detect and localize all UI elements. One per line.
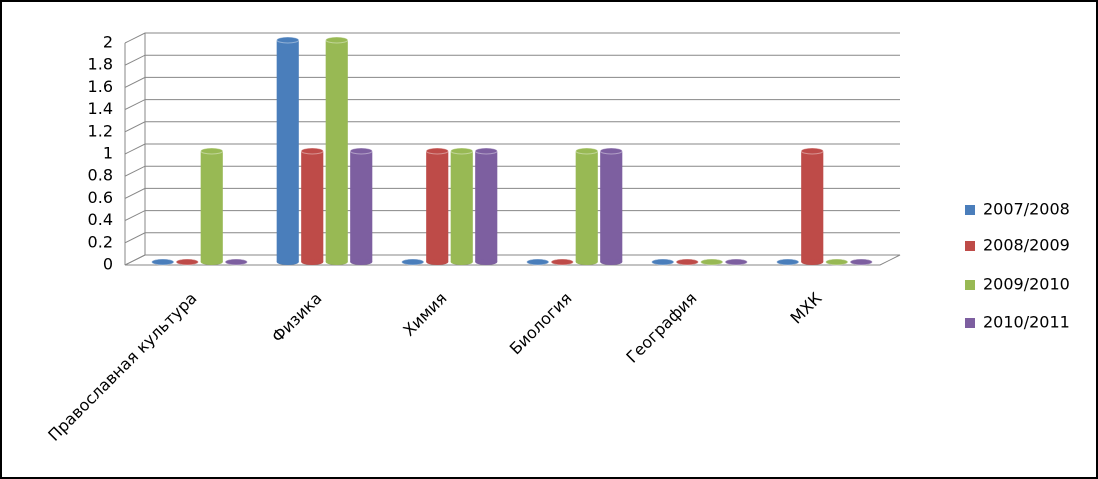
bar-group — [200, 147, 224, 265]
bar-top — [349, 147, 373, 155]
legend-label: 2008/2009 — [983, 236, 1070, 255]
floor — [124, 254, 901, 266]
bar-shade — [450, 151, 473, 262]
bar-bottom — [301, 259, 324, 265]
bar-top — [401, 258, 425, 266]
bar-group — [776, 258, 800, 266]
bar-group — [526, 258, 550, 266]
bar-top — [776, 258, 800, 266]
bar-top — [276, 36, 300, 44]
bar-top — [651, 258, 675, 266]
bar-group — [175, 258, 199, 266]
bar-group — [700, 258, 724, 266]
bar-top — [200, 147, 224, 155]
bar-bottom — [276, 259, 299, 265]
bar-group — [575, 147, 599, 265]
bar-top — [450, 147, 474, 155]
y-tick-label: 2 — [103, 33, 113, 52]
bar-top — [175, 258, 199, 266]
bar-top — [675, 258, 699, 266]
bar-top — [599, 147, 623, 155]
bar-group — [224, 258, 248, 266]
bar-bottom — [450, 259, 473, 265]
bar-group — [825, 258, 849, 266]
bar-top — [825, 258, 849, 266]
legend-label: 2007/2008 — [983, 200, 1070, 219]
bar-shade — [575, 151, 598, 262]
bar-shade — [301, 151, 324, 262]
bar-top — [700, 258, 724, 266]
bar-group — [401, 258, 425, 266]
y-tick-label: 1 — [103, 144, 113, 163]
bar-shade — [426, 151, 449, 262]
bar-group — [425, 147, 449, 265]
y-tick-label: 1.8 — [88, 55, 113, 74]
bar-top — [151, 258, 175, 266]
y-tick-label: 0.2 — [88, 232, 113, 251]
bar-bottom — [426, 259, 449, 265]
y-tick-label: 0.8 — [88, 166, 113, 185]
bar-bottom — [350, 259, 373, 265]
bar-group — [651, 258, 675, 266]
bar-group — [276, 36, 300, 265]
bar-shade — [276, 40, 299, 262]
y-tick-label: 0.6 — [88, 188, 113, 207]
bar-bottom — [325, 259, 348, 265]
bar-top — [224, 258, 248, 266]
bar-shade — [600, 151, 623, 262]
bar-group — [349, 147, 373, 265]
legend-swatch — [965, 318, 975, 328]
bar-top — [474, 147, 498, 155]
bar-group — [450, 147, 474, 265]
bar-group — [300, 147, 324, 265]
y-tick-label: 0 — [103, 255, 113, 274]
bar-group — [599, 147, 623, 265]
bar-shade — [475, 151, 498, 262]
bar-top — [575, 147, 599, 155]
bar-group — [800, 147, 824, 265]
bar-bottom — [475, 259, 498, 265]
legend-label: 2010/2011 — [983, 313, 1070, 332]
legend-label: 2009/2010 — [983, 275, 1070, 294]
bar-top — [325, 36, 349, 44]
bar-top — [300, 147, 324, 155]
y-tick-label: 1.6 — [88, 77, 113, 96]
bar-shade — [350, 151, 373, 262]
bar-top — [425, 147, 449, 155]
bar-shade — [801, 151, 824, 262]
bar-bottom — [575, 259, 598, 265]
y-tick-label: 1.2 — [88, 121, 113, 140]
bar-group — [724, 258, 748, 266]
bar-top — [526, 258, 550, 266]
bar-shade — [200, 151, 223, 262]
bar-group — [151, 258, 175, 266]
bar-group — [550, 258, 574, 266]
bar-top — [800, 147, 824, 155]
bar-group — [849, 258, 873, 266]
legend-swatch — [965, 280, 975, 290]
bar-bottom — [801, 259, 824, 265]
legend-swatch — [965, 241, 975, 251]
bar-group — [325, 36, 349, 265]
y-tick-label: 1.4 — [88, 99, 113, 118]
bar-bottom — [200, 259, 223, 265]
y-tick-label: 0.4 — [88, 210, 113, 229]
legend-swatch — [965, 205, 975, 215]
bar-top — [724, 258, 748, 266]
bar-shade — [325, 40, 348, 262]
bar-top — [849, 258, 873, 266]
bar-group — [675, 258, 699, 266]
bar-top — [550, 258, 574, 266]
bar-group — [474, 147, 498, 265]
bar-bottom — [600, 259, 623, 265]
